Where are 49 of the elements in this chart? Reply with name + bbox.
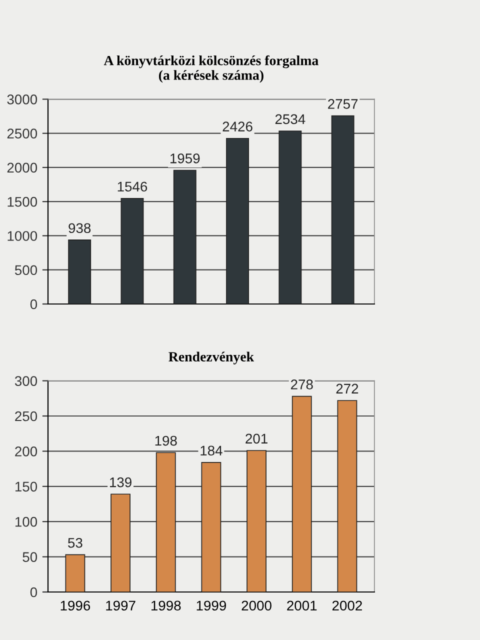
data-label: 198 (155, 436, 177, 446)
x-tick-label: 1998 (151, 600, 181, 611)
data-label: 2534 (275, 114, 306, 124)
x-tick-label: 2001 (287, 600, 317, 611)
data-label: 139 (110, 477, 132, 488)
y-tick-label: 2000 (7, 162, 38, 173)
y-tick-label: 200 (15, 446, 38, 456)
bar (68, 240, 92, 304)
x-tick-label: 2000 (242, 600, 272, 611)
bar (110, 494, 130, 592)
x-tick-label: 2002 (332, 600, 362, 611)
data-label: 1959 (170, 154, 200, 164)
y-tick-label: 1000 (8, 231, 38, 241)
x-tick-label: 1997 (106, 600, 136, 611)
bar (226, 138, 249, 304)
x-tick-label: 1996 (60, 600, 90, 611)
y-tick-label: 50 (22, 552, 38, 562)
bar (278, 130, 302, 304)
y-tick-label: 300 (14, 376, 38, 386)
data-label: 1546 (118, 182, 148, 192)
y-tick-label: 100 (15, 516, 38, 527)
data-label: 2757 (328, 99, 358, 109)
bar (246, 450, 266, 592)
y-tick-label: 2500 (7, 128, 38, 139)
chart-title: Rendezvények (168, 352, 254, 364)
chart-title: A könyvtárközi kölcsönzés forgalma (a kérések száma) (104, 55, 318, 83)
y-tick-label: 0 (30, 299, 38, 310)
x-tick-label: 1999 (196, 600, 226, 611)
bar (65, 554, 86, 592)
data-label: 2426 (222, 122, 252, 132)
y-tick-label: 3000 (7, 94, 38, 104)
bar (337, 400, 358, 592)
data-label: 53 (68, 538, 82, 548)
bar (292, 396, 312, 592)
data-label: 201 (246, 434, 268, 444)
data-label: 938 (68, 223, 91, 234)
y-tick-label: 1500 (8, 196, 38, 207)
y-tick-label: 0 (30, 587, 38, 598)
bar (331, 115, 354, 304)
bar (201, 462, 222, 592)
bar (173, 170, 196, 304)
y-tick-label: 500 (14, 265, 38, 276)
y-tick-label: 250 (15, 411, 38, 422)
bar (120, 198, 144, 304)
y-tick-label: 150 (15, 482, 38, 492)
data-label: 278 (290, 380, 313, 390)
data-label: 184 (200, 446, 222, 456)
bar (156, 452, 176, 592)
data-label: 272 (336, 384, 358, 394)
